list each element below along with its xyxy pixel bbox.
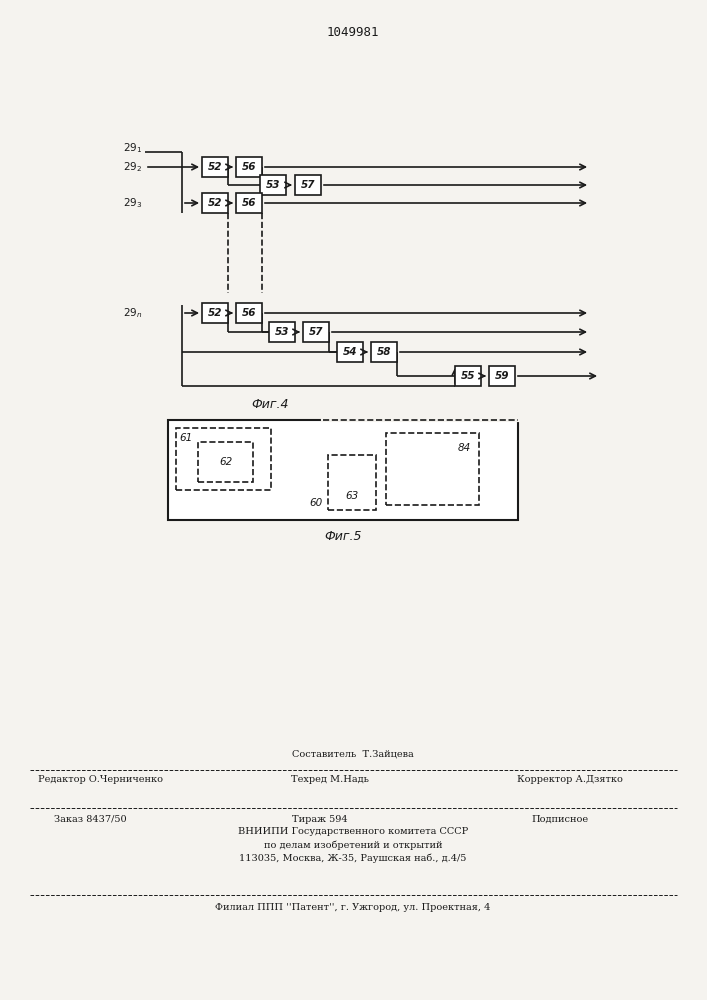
Text: Филиал ППП ''Патент'', г. Ужгород, ул. Проектная, 4: Филиал ППП ''Патент'', г. Ужгород, ул. П… (216, 904, 491, 912)
Text: Техред М.Надь: Техред М.Надь (291, 776, 369, 784)
Bar (269, 322, 295, 342)
Text: $29_1$: $29_1$ (123, 141, 142, 155)
Text: $29_2$: $29_2$ (123, 160, 142, 174)
Bar (371, 342, 397, 362)
Text: Подписное: Подписное (532, 814, 588, 824)
Text: 113035, Москва, Ж-35, Раушская наб., д.4/5: 113035, Москва, Ж-35, Раушская наб., д.4… (239, 853, 467, 863)
Text: Фиг.4: Фиг.4 (251, 397, 288, 410)
Text: 55: 55 (461, 371, 475, 381)
Bar (202, 157, 228, 177)
Text: $29_n$: $29_n$ (122, 306, 142, 320)
Bar (337, 342, 363, 362)
Text: 63: 63 (346, 491, 358, 501)
Text: Составитель  Т.Зайцева: Составитель Т.Зайцева (292, 750, 414, 758)
Bar (202, 193, 228, 213)
Bar (455, 366, 481, 386)
Text: Фиг.5: Фиг.5 (325, 530, 362, 542)
Text: 59: 59 (495, 371, 509, 381)
Bar (295, 175, 321, 195)
Text: $29_3$: $29_3$ (122, 196, 142, 210)
Bar (303, 322, 329, 342)
Text: ВНИИПИ Государственного комитета СССР: ВНИИПИ Государственного комитета СССР (238, 828, 468, 836)
Bar (260, 175, 286, 195)
Text: 58: 58 (377, 347, 391, 357)
Text: 1049981: 1049981 (327, 25, 379, 38)
Text: 56: 56 (242, 162, 256, 172)
Text: 52: 52 (208, 308, 222, 318)
Bar (236, 157, 262, 177)
Text: 57: 57 (309, 327, 323, 337)
Bar (236, 193, 262, 213)
Text: 84: 84 (457, 443, 471, 453)
Bar (168, 420, 518, 520)
Text: 52: 52 (208, 162, 222, 172)
Text: Редактор О.Черниченко: Редактор О.Черниченко (37, 776, 163, 784)
Text: 53: 53 (275, 327, 289, 337)
Text: по делам изобретений и открытий: по делам изобретений и открытий (264, 840, 443, 850)
Text: 61: 61 (180, 433, 192, 443)
Text: 52: 52 (208, 198, 222, 208)
Text: 60: 60 (310, 498, 322, 508)
Bar (198, 442, 253, 482)
Bar (236, 303, 262, 323)
Bar (202, 303, 228, 323)
Text: Тираж 594: Тираж 594 (292, 814, 348, 824)
Bar (176, 428, 271, 490)
Text: 56: 56 (242, 308, 256, 318)
Bar (489, 366, 515, 386)
Text: 56: 56 (242, 198, 256, 208)
Bar (386, 433, 479, 505)
Text: 57: 57 (300, 180, 315, 190)
Text: 53: 53 (266, 180, 280, 190)
Bar (328, 455, 376, 510)
Text: 54: 54 (343, 347, 357, 357)
Text: Корректор А.Дзятко: Корректор А.Дзятко (517, 776, 623, 784)
Text: Заказ 8437/50: Заказ 8437/50 (54, 814, 127, 824)
Text: 62: 62 (219, 457, 232, 467)
